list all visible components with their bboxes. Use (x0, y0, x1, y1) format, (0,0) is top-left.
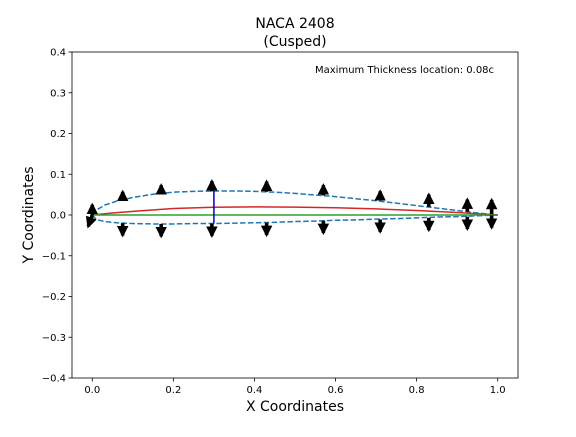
y-tick-label: −0.3 (42, 333, 66, 344)
x-tick-label: 0.0 (84, 385, 100, 396)
max-thickness-annotation: Maximum Thickness location: 0.08c (315, 65, 494, 76)
x-axis-title: X Coordinates (246, 399, 344, 415)
y-tick-label: −0.4 (42, 374, 66, 385)
x-tick-label: 0.4 (247, 385, 263, 396)
x-tick-label: 0.6 (328, 385, 344, 396)
x-tick-label: 0.8 (409, 385, 425, 396)
plot-area (85, 179, 498, 239)
y-tick-label: 0.2 (50, 129, 66, 140)
y-tick-label: 0.0 (50, 211, 66, 222)
chart-subtitle: (Cusped) (263, 34, 326, 50)
y-tick-label: 0.1 (50, 170, 66, 181)
series-line-camber-line (92, 206, 498, 216)
series-line-lower-surface (91, 214, 498, 225)
x-tick-label: 1.0 (490, 385, 506, 396)
axis-ticks: 0.0 0.2 0.4 0.6 0.8 1.0 0.4 0.3 0.2 0.1 0.0 −0.1 −0.… (42, 48, 506, 397)
normal-arrow-lower-1 (85, 214, 97, 229)
chart-title: NACA 2408 (255, 16, 334, 32)
y-tick-label: −0.2 (42, 292, 66, 303)
y-tick-label: −0.1 (42, 251, 66, 262)
y-axis-title: Y Coordinates (21, 166, 37, 264)
x-tick-label: 0.2 (165, 385, 181, 396)
y-tick-label: 0.4 (50, 48, 66, 59)
y-tick-label: 0.3 (50, 88, 66, 99)
